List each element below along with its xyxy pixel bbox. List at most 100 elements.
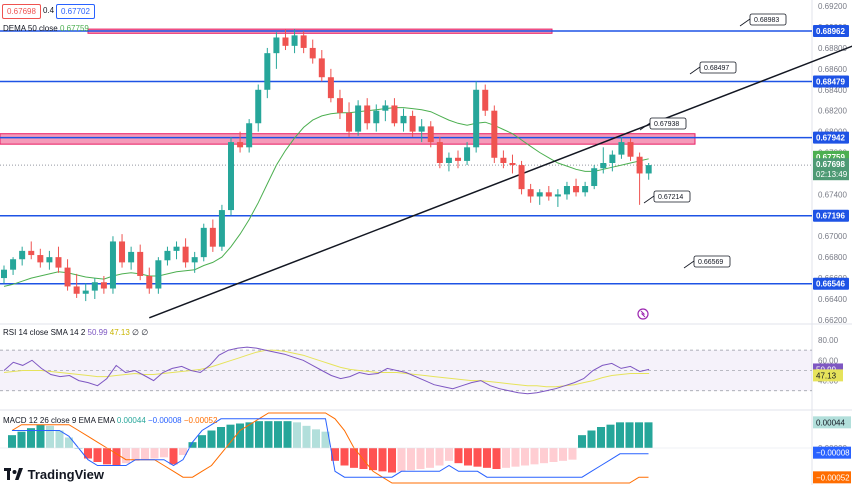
candle — [473, 81, 480, 153]
candle — [164, 246, 171, 266]
candle — [291, 29, 298, 54]
macd-histogram-bar — [578, 435, 586, 448]
candle-body — [364, 105, 371, 124]
rsi-line — [3, 346, 650, 395]
macd-histogram-bar — [65, 437, 73, 448]
candle — [591, 165, 598, 190]
macd-histogram-bar — [17, 431, 26, 448]
candle-body — [627, 142, 634, 157]
candle-body — [482, 89, 489, 111]
candle — [582, 181, 589, 197]
candle — [237, 131, 244, 153]
candle-body — [427, 126, 434, 143]
macd-histogram-bar — [245, 422, 254, 448]
candle-body — [200, 227, 207, 258]
candle-body — [10, 259, 17, 270]
candle-body — [64, 267, 71, 287]
candle — [609, 150, 616, 172]
rsi-legend-extra: ∅ ∅ — [132, 328, 149, 337]
macd-histogram-bar — [369, 448, 377, 471]
callout-text: 0.67214 — [658, 194, 683, 201]
macd-histogram-bar — [616, 422, 624, 448]
candle-body — [455, 157, 461, 161]
candle-body — [618, 142, 625, 155]
candle — [346, 102, 353, 137]
price-axis-tick: 0.67000 — [818, 232, 847, 241]
dema-legend[interactable]: DEMA 50 close 0.67759 — [3, 23, 89, 34]
candle — [600, 147, 607, 174]
tradingview-logo[interactable]: TradingView — [4, 467, 104, 482]
macd-histogram-bar — [435, 448, 444, 466]
candle — [19, 246, 26, 266]
candle-body — [500, 157, 507, 163]
level-price-tag-text: 0.68479 — [816, 78, 845, 87]
candle-body — [146, 275, 153, 289]
candle-body — [509, 163, 516, 166]
rsi-legend[interactable]: RSI 14 close SMA 14 2 50.99 47.13 ∅ ∅ — [3, 327, 148, 338]
candle-body — [645, 165, 652, 174]
callout-box — [749, 13, 787, 26]
dema-legend-value: 0.67759 — [59, 24, 89, 33]
candle — [146, 267, 153, 294]
candle — [545, 186, 552, 201]
bid-price-box[interactable]: 0.67698 — [2, 4, 41, 19]
candle — [645, 163, 652, 180]
candle-body — [173, 246, 180, 251]
level-price-tag-text: 0.67196 — [816, 212, 845, 221]
macd-histogram-bar — [84, 448, 92, 459]
macd-legend[interactable]: MACD 12 26 close 9 EMA EMA 0.00044 −0.00… — [3, 415, 217, 426]
trendline — [149, 45, 852, 319]
macd-histogram-bar — [150, 448, 159, 459]
candle — [300, 31, 307, 54]
price-axis-tick: 0.66800 — [818, 253, 847, 262]
macd-label: MACD 12 26 close 9 EMA EMA — [3, 416, 115, 425]
countdown-text: 02:13:49 — [816, 170, 848, 179]
macd-histogram-bar — [492, 448, 501, 469]
macd-histogram-bar — [302, 425, 311, 448]
candle — [573, 178, 580, 197]
macd-histogram-bar — [293, 422, 301, 448]
candle-body — [255, 89, 262, 124]
macd-signal-value-tag — [813, 471, 851, 484]
macd-histogram-bar — [274, 421, 282, 448]
macd-histogram-bar — [179, 448, 187, 455]
rsi-sma-value-tag-text: 47.13 — [816, 371, 837, 380]
candle — [500, 150, 507, 169]
candle — [109, 236, 116, 294]
candle — [536, 189, 543, 205]
candle — [1, 265, 7, 284]
level-price-tag — [813, 209, 849, 222]
candle — [119, 234, 126, 268]
ask-price-box[interactable]: 0.67702 — [56, 4, 95, 19]
rsi-sma-value-tag — [813, 369, 843, 382]
macd-signal-line — [11, 412, 649, 484]
candle — [554, 189, 561, 207]
candle — [264, 47, 271, 99]
macd-histogram-bar — [483, 448, 491, 468]
candle — [200, 223, 207, 262]
candle-body — [55, 257, 62, 268]
candle — [391, 98, 398, 127]
level-price-tag-text: 0.68962 — [816, 27, 845, 36]
macd-histogram-bar — [188, 442, 197, 448]
macd-histogram-bar — [8, 435, 16, 448]
macd-histogram-bar — [473, 448, 482, 467]
price-axis-tick: 0.68600 — [818, 65, 847, 74]
logo-text: TradingView — [27, 467, 104, 482]
candle — [82, 283, 89, 302]
candle — [73, 273, 80, 298]
candle-body — [191, 257, 198, 263]
candle-body — [464, 147, 471, 161]
callout-box — [699, 61, 737, 74]
macd-histogram-bar — [397, 448, 406, 472]
candle-body — [109, 241, 116, 289]
macd-histogram-bar — [340, 448, 349, 466]
price-axis-tick: 0.66400 — [818, 295, 847, 304]
spread-value: 0.4 — [43, 6, 55, 15]
candle — [427, 121, 434, 148]
candle-body — [300, 35, 307, 48]
alert-icon — [637, 308, 649, 320]
macd-histogram-bar — [331, 448, 339, 461]
